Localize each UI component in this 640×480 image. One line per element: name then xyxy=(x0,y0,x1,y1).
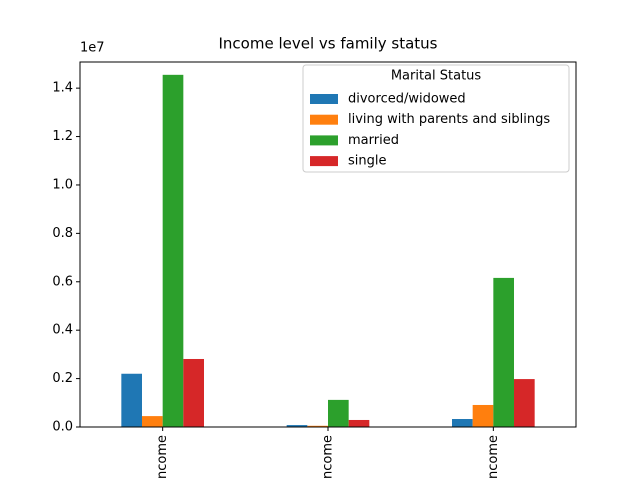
axes-frame xyxy=(79,61,577,428)
chart-title: Income level vs family status xyxy=(218,35,437,53)
bar xyxy=(121,373,142,427)
legend-swatch xyxy=(310,135,338,146)
legend-swatch xyxy=(310,94,338,104)
bar xyxy=(183,358,204,427)
y-tick-label: 1.2 xyxy=(52,129,73,144)
y-tick-label: 1.0 xyxy=(52,177,73,192)
legend-label: married xyxy=(348,133,399,148)
bar xyxy=(348,419,370,427)
y-tick-label: 0.4 xyxy=(52,323,73,338)
legend-swatch xyxy=(310,156,338,167)
legend-swatch xyxy=(310,114,338,125)
legend-box xyxy=(302,64,570,173)
bar xyxy=(328,399,349,427)
bar xyxy=(162,74,184,427)
bar xyxy=(514,379,535,427)
legend-label: divorced/widowed xyxy=(348,92,466,107)
bar xyxy=(452,419,473,427)
bar xyxy=(307,425,328,427)
y-tick-label: 0.6 xyxy=(52,274,73,289)
x-tick-label: income xyxy=(321,435,336,480)
y-tick-label: 0.8 xyxy=(52,226,73,241)
y-tick-label: 1.4 xyxy=(52,81,73,96)
bar xyxy=(472,404,494,427)
y-offset-label: 1e7 xyxy=(80,41,105,56)
bar xyxy=(142,416,163,427)
y-tick-label: 0.2 xyxy=(52,371,73,386)
bar xyxy=(493,277,514,427)
x-tick-label: income xyxy=(155,435,170,480)
legend-title: Marital Status xyxy=(391,69,482,84)
x-tick-label: income xyxy=(486,435,501,480)
legend-label: single xyxy=(348,154,387,169)
bar xyxy=(286,425,308,427)
legend-label: living with parents and siblings xyxy=(348,112,550,127)
y-tick-label: 0.0 xyxy=(52,420,73,435)
